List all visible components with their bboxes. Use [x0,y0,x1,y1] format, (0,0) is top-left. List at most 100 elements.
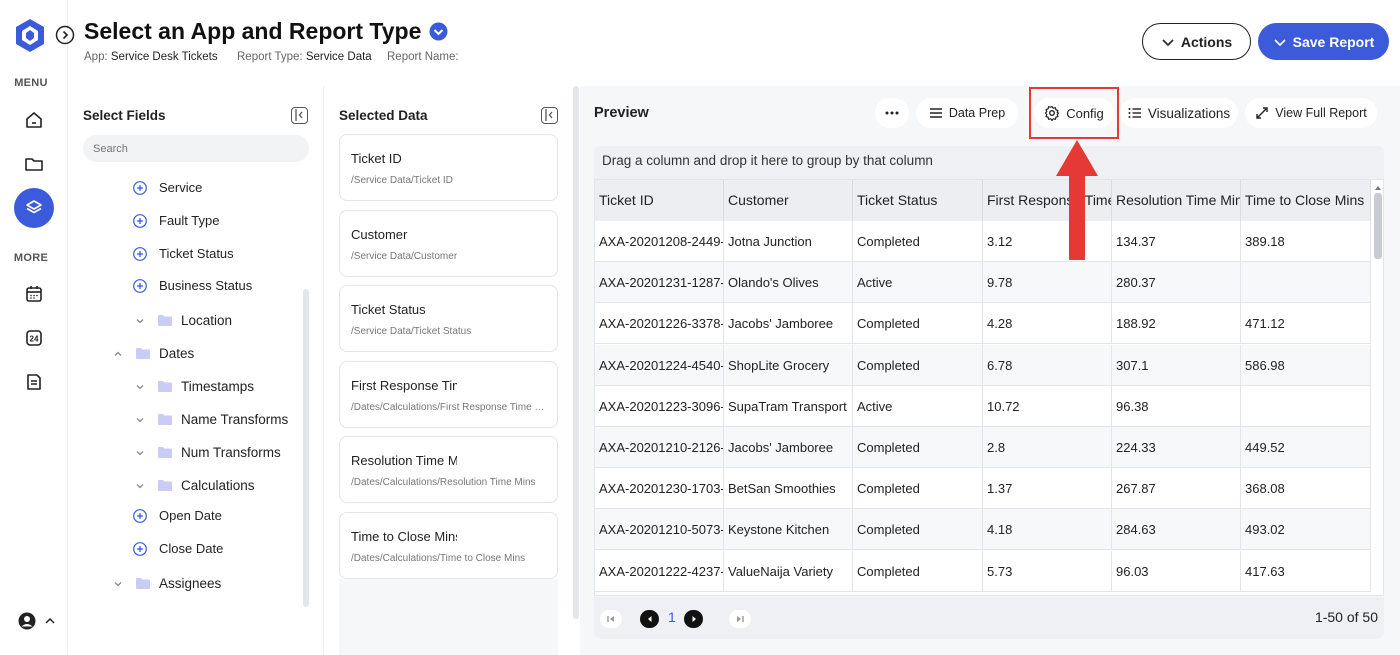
folder-item[interactable]: Timestamps [135,379,254,394]
last-page-button[interactable] [729,610,751,628]
table-cell: Completed [853,509,983,551]
table-cell: Active [853,262,983,304]
table-row[interactable] [595,468,1371,510]
report-name-meta: Report Name: [387,51,459,63]
folder-item[interactable]: Num Transforms [135,445,281,460]
table-cell: 284.63 [1112,509,1241,551]
chevron-down-icon[interactable] [135,481,145,491]
drop-zone[interactable] [339,579,558,655]
column-header[interactable]: Ticket Status [853,180,983,221]
first-page-icon [607,616,614,622]
field-item[interactable]: Fault Type [133,213,219,228]
chevron-down-icon[interactable] [135,316,145,326]
table-row[interactable] [595,386,1371,427]
selected-field-card[interactable]: Resolution Time Mins/Dates/Calculations/… [339,436,558,503]
calendar-icon[interactable] [14,274,54,314]
table-cell: Keystone Kitchen [724,509,853,551]
tree-item-label: Business Status [159,278,253,293]
selected-field-card[interactable]: First Response Time/Dates/Calculations/F… [339,360,558,428]
column-header[interactable]: Ticket ID [595,180,724,221]
chevron-down-icon[interactable] [113,579,123,589]
column-header[interactable]: Resolution Time Mins [1112,180,1241,221]
view-full-report-button[interactable]: View Full Report [1245,98,1377,128]
fields-scrollbar[interactable] [303,289,309,607]
chevron-up-icon[interactable] [113,349,123,359]
expand-sidebar-icon[interactable] [55,25,75,45]
24h-icon[interactable]: 24 [14,318,54,358]
chevron-down-icon[interactable] [135,448,145,458]
selected-field-title: First Response Time [351,377,457,393]
config-highlight-box [1029,87,1119,139]
add-field-icon[interactable] [133,278,147,293]
title-dropdown-icon[interactable] [429,22,448,41]
search-input[interactable] [83,135,309,162]
tree-item-label: Ticket Status [159,246,234,261]
data-prep-button[interactable]: Data Prep [916,98,1018,128]
chevron-down-icon[interactable] [135,415,145,425]
add-field-icon[interactable] [133,508,147,523]
field-item[interactable]: Service [133,180,202,195]
field-item[interactable]: Open Date [133,508,222,523]
table-row[interactable] [595,221,1371,262]
tree-item-label: Service [159,180,203,195]
grid-scroll-track[interactable] [1371,180,1383,595]
home-icon[interactable] [14,100,54,140]
table-row[interactable] [595,303,1371,345]
group-by-drop-zone[interactable]: Drag a column and drop it here to group … [594,146,1384,180]
table-row[interactable] [595,551,1371,592]
collapse-panel-icon[interactable] [541,107,558,124]
report-icon[interactable] [14,362,54,402]
table-cell: ValueNaija Variety [724,550,853,592]
tree-item-label: Name Transforms [181,412,289,427]
visualizations-button[interactable]: Visualizations [1120,98,1238,128]
field-item[interactable]: Business Status [133,278,252,293]
table-row[interactable] [595,262,1371,304]
selected-field-card[interactable]: Ticket ID/Service Data/Ticket ID [339,134,558,201]
next-page-button[interactable] [684,610,703,628]
user-menu[interactable] [18,612,56,630]
folder-item[interactable]: Location [135,313,232,328]
table-row[interactable] [595,344,1371,386]
table-cell: Completed [853,550,983,592]
add-field-icon[interactable] [133,180,147,195]
prev-page-button[interactable] [640,610,659,628]
chevron-down-icon [1274,38,1286,46]
first-page-button[interactable] [600,610,622,628]
add-field-icon[interactable] [133,213,147,228]
selected-field-title: Resolution Time Mins [351,453,457,468]
add-field-icon[interactable] [133,246,147,261]
selected-scrollbar[interactable] [573,86,579,619]
selected-field-card[interactable]: Ticket Status/Service Data/Ticket Status [339,285,558,352]
table-row[interactable] [595,427,1371,468]
column-header[interactable]: Time to Close Mins [1241,180,1371,221]
folder-icon[interactable] [14,144,54,184]
app-meta: App: Service Desk Tickets [84,51,218,63]
chevron-down-icon[interactable] [135,382,145,392]
save-report-button[interactable]: Save Report [1258,23,1389,60]
layers-icon[interactable] [14,188,54,228]
table-cell: 280.37 [1112,262,1241,304]
app-logo[interactable] [13,17,47,55]
selected-field-card[interactable]: Customer/Service Data/Customer [339,209,558,277]
table-row[interactable] [595,509,1371,551]
more-options-button[interactable] [875,98,909,128]
selected-field-card[interactable]: Time to Close Mins/Dates/Calculations/Ti… [339,511,558,579]
grid-scrollbar[interactable] [1374,193,1382,259]
folder-item[interactable]: Name Transforms [135,412,288,427]
field-item[interactable]: Ticket Status [133,246,234,261]
tree-item-label: Dates [159,346,195,361]
column-header[interactable]: Customer [724,180,853,221]
config-button[interactable]: Config [1034,98,1114,128]
add-field-icon[interactable] [133,541,147,556]
table-cell: AXA-20201231-1287-H [595,262,724,304]
current-page[interactable]: 1 [668,609,676,625]
field-item[interactable]: Close Date [133,541,223,556]
folder-item[interactable]: Calculations [135,478,255,493]
table-cell: SupaTram Transport [724,385,853,427]
actions-button[interactable]: Actions [1142,23,1251,60]
selected-field-title: Ticket Status [351,302,426,317]
folder-item[interactable]: Assignees [113,576,221,591]
collapse-panel-icon[interactable] [291,107,308,124]
folder-item[interactable]: Dates [113,346,194,361]
menu-lines-icon [929,108,942,118]
